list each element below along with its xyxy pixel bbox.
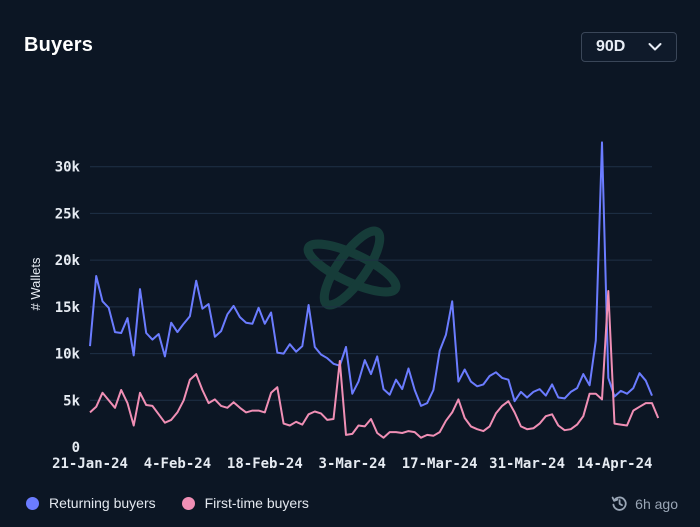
x-tick-label: 31-Mar-24 xyxy=(489,456,565,472)
returning-buyers-line[interactable] xyxy=(89,141,653,407)
legend-label-first-time: First-time buyers xyxy=(204,495,309,511)
legend-item-returning[interactable]: Returning buyers xyxy=(26,495,156,511)
last-updated-text: 6h ago xyxy=(635,495,678,512)
y-tick-label: 30k xyxy=(55,160,81,176)
x-tick-label: 14-Apr-24 xyxy=(577,456,653,472)
y-axis-label: # Wallets xyxy=(28,257,43,310)
x-tick-label: 4-Feb-24 xyxy=(144,456,211,472)
y-tick-label: 10k xyxy=(55,347,81,363)
chevron-down-icon xyxy=(648,43,662,51)
legend-label-returning: Returning buyers xyxy=(49,495,156,511)
legend-item-first-time[interactable]: First-time buyers xyxy=(181,495,309,511)
last-updated: 6h ago xyxy=(611,495,678,512)
y-tick-label: 15k xyxy=(55,300,81,316)
x-tick-label: 3-Mar-24 xyxy=(319,456,386,472)
first-time-buyers-line[interactable] xyxy=(89,290,660,439)
y-tick-label: 5k xyxy=(63,393,80,409)
x-axis-ticks: 21-Jan-24 4-Feb-24 18-Feb-24 3-Mar-24 17-Mar… xyxy=(52,456,652,472)
y-tick-label: 0 xyxy=(72,440,80,456)
x-tick-label: 17-Mar-24 xyxy=(402,456,478,472)
watermark-logo-icon xyxy=(303,226,401,310)
x-tick-label: 21-Jan-24 xyxy=(52,456,128,472)
legend: Returning buyers First-time buyers xyxy=(26,495,335,511)
grid-lines xyxy=(90,166,652,401)
y-axis-ticks: 0 5k 10k 15k 20k 25k 30k xyxy=(55,160,81,456)
y-tick-label: 25k xyxy=(55,206,81,222)
y-tick-label: 20k xyxy=(55,253,81,269)
refresh-clock-icon xyxy=(611,496,627,511)
returning-dot-icon xyxy=(26,496,39,510)
chart-title: Buyers xyxy=(24,34,94,56)
time-range-label: 90D xyxy=(596,38,626,55)
series-lines xyxy=(89,141,660,439)
time-range-select[interactable]: 90D xyxy=(581,32,677,62)
first-time-dot-icon xyxy=(181,496,195,510)
x-tick-label: 18-Feb-24 xyxy=(227,456,303,472)
